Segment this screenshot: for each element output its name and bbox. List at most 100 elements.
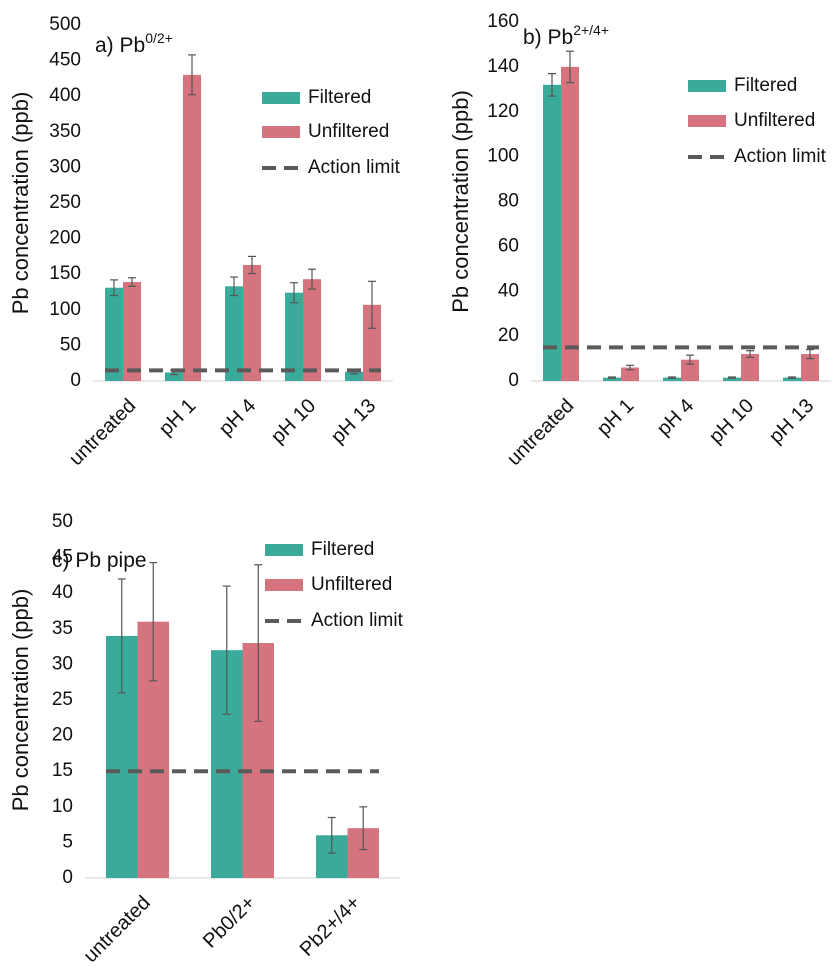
y-tick-label: 20 [52,725,73,746]
title-text: a) Pb [95,34,145,57]
error-bar [548,73,556,97]
error-bar [290,282,298,304]
bar [723,377,741,381]
legend-swatch [688,80,726,92]
y-tick-label: 40 [498,280,519,301]
error-bar [668,376,676,379]
y-tick-label: 40 [52,582,73,603]
bar [303,279,321,381]
error-bar [248,255,256,275]
y-tick-label: 120 [487,101,519,122]
y-tick-label: 50 [52,511,73,532]
bar [543,84,561,381]
bar [123,282,141,381]
y-tick-label: 450 [49,50,81,71]
bar [561,66,579,381]
x-tick-label: Pb0/2+ [199,892,260,953]
y-tick-label: 10 [52,796,73,817]
error-bar [254,564,263,722]
y-tick-label: 0 [70,370,81,391]
legend-label: Unfiltered [734,110,815,131]
x-tick-label: untreated [503,395,578,470]
y-axis-label: Pb concentration (ppb) [8,92,33,315]
y-tick-label: 30 [52,653,73,674]
bar [243,264,261,381]
y-tick-label: 5 [62,831,73,852]
y-tick-label: 200 [49,228,81,249]
legend-swatch [688,115,726,127]
title-text: c) Pb pipe [52,549,147,572]
chart-title: a) Pb0/2+ [95,30,173,57]
y-tick-label: 80 [498,191,519,212]
title-superscript: 2+/4+ [573,22,609,38]
y-tick-label: 350 [49,121,81,142]
bar [663,377,681,381]
x-tick-label: Pb2+/4+ [296,892,365,961]
bar [783,377,801,381]
x-tick-label: pH 1 [155,395,200,440]
bar [345,371,363,381]
x-tick-label: pH 4 [215,395,260,440]
y-tick-label: 50 [60,334,81,355]
legend-label: Action limit [311,610,404,631]
bar [225,286,243,381]
bar [603,377,621,381]
x-tick-label: pH 10 [705,395,758,448]
error-bar [222,585,231,715]
bar [183,74,201,381]
error-bar [566,50,574,84]
y-tick-label: 150 [49,263,81,284]
title-text: b) Pb [523,26,573,49]
y-tick-label: 35 [52,618,73,639]
legend-label: Action limit [734,146,827,167]
y-tick-label: 100 [487,146,519,167]
error-bar [359,806,368,851]
error-bar [746,350,754,359]
error-bar [149,561,158,682]
y-tick-label: 400 [49,85,81,106]
error-bar [110,279,118,297]
y-tick-label: 0 [62,867,73,888]
x-tick-label: pH 13 [765,395,818,448]
bar [165,372,183,381]
x-tick-label: pH 4 [653,395,698,440]
y-tick-label: 160 [487,11,519,32]
legend-swatch [265,579,303,591]
error-bar [728,376,736,379]
error-bar [686,354,694,365]
bar [801,354,819,381]
legend-swatch [262,92,300,104]
y-tick-label: 0 [508,370,519,391]
error-bar [368,280,376,329]
legend-label: Unfiltered [311,574,392,595]
chart-title: b) Pb2+/4+ [523,22,609,49]
bar [681,359,699,381]
error-bar [788,376,796,379]
error-bar [626,364,634,371]
bar [363,304,381,381]
x-tick-label: pH 10 [267,395,320,448]
legend-swatch [265,544,303,556]
y-tick-label: 250 [49,192,81,213]
legend-label: Action limit [308,157,401,178]
legend-label: Filtered [311,539,374,560]
error-bar [327,816,336,854]
title-superscript: 0/2+ [145,30,173,46]
y-tick-label: 100 [49,299,81,320]
x-tick-label: pH 1 [593,395,638,440]
error-bar [230,276,238,297]
y-tick-label: 500 [49,14,81,35]
bar [741,354,759,381]
y-tick-label: 45 [52,547,73,568]
x-tick-label: pH 13 [327,395,380,448]
x-tick-label: untreated [65,395,140,470]
legend-label: Filtered [734,75,797,96]
y-tick-label: 140 [487,56,519,77]
y-tick-label: 300 [49,156,81,177]
bar [285,292,303,381]
chart-title: c) Pb pipe [52,549,147,572]
legend-swatch [262,126,300,138]
legend-label: Filtered [308,87,371,108]
